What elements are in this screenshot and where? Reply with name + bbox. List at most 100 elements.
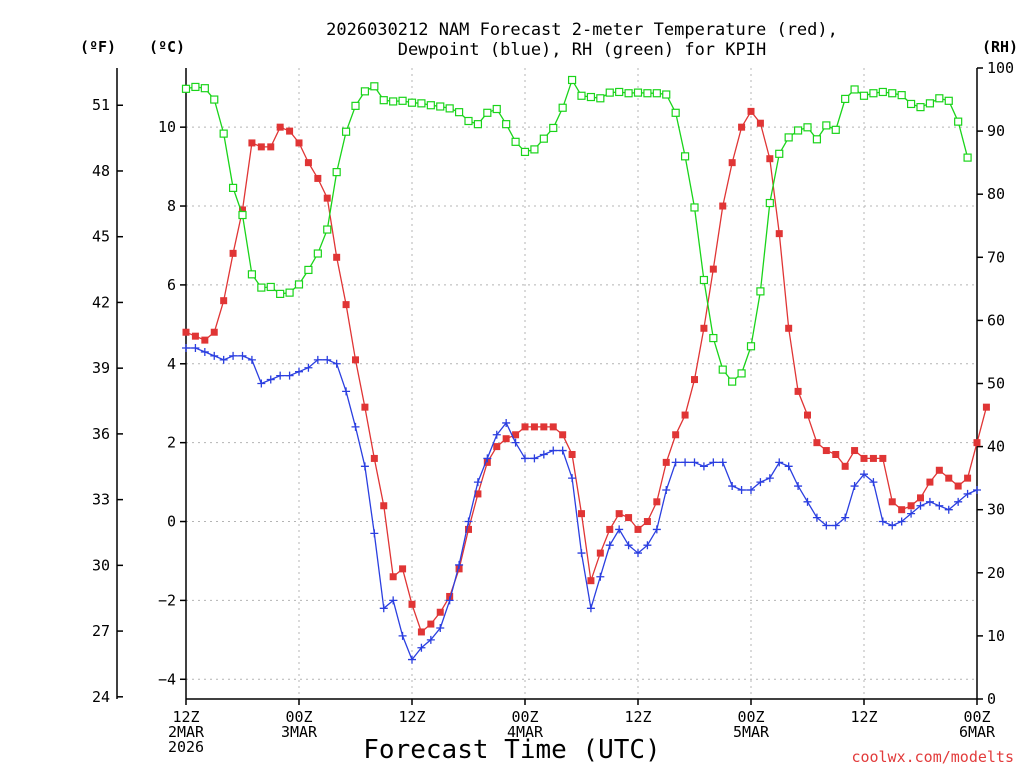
x-tick-label: 00Z [511,708,538,726]
rh-point [633,88,643,97]
temperature-point [191,332,199,340]
celsius-axis-unit: (ºC) [149,38,185,56]
rh-point [709,333,718,343]
rh-point [200,84,209,93]
dewpoint-point [521,454,529,463]
rh-point [210,95,219,104]
dewpoint-point [841,513,850,522]
temperature-point [785,324,793,332]
temperature-point [370,454,378,462]
temperature-point [559,431,567,439]
dewpoint-point [803,497,812,506]
temperature-point [982,403,990,411]
temperature-point [907,502,915,510]
rh-point [615,87,624,97]
rh-point [530,145,539,154]
rh-point [718,365,727,374]
dewpoint-point [445,596,454,605]
rh-point [407,98,417,107]
rh-point [878,87,887,97]
temperature-point [860,454,868,462]
temperature-point [747,107,755,115]
celsius-tick-label: −2 [158,591,176,609]
credit-text: coolwx.com/modelts [851,748,1014,766]
dewpoint-point [285,371,294,380]
dewpoint-point [888,521,897,530]
rh-point [294,280,304,289]
rh-point [680,152,690,161]
rh-point [831,125,840,134]
dewpoint-point [586,604,595,613]
dewpoint-point [671,458,680,467]
fahrenheit-tick-label: 48 [92,162,110,180]
temperature-point [691,376,698,384]
dewpoint-point [860,470,868,479]
rh-point [841,94,850,104]
fahrenheit-tick-label: 24 [92,688,110,706]
dewpoint-point [492,430,501,439]
celsius-tick-label: 10 [158,118,176,136]
x-tick-label: 2026 [168,738,204,756]
temperature-point [719,202,727,210]
temperature-point [182,328,190,336]
x-tick-label: 12Z [624,708,651,726]
temperature-point [257,143,265,151]
temperature-point [653,498,661,506]
rh-tick-label: 80 [987,185,1005,203]
rh-point [473,120,483,129]
temperature-point [417,628,425,636]
rh-point [643,89,652,98]
dewpoint-point [342,387,351,396]
rh-point [652,89,661,98]
dewpoint-point [973,485,981,494]
rh-point [935,94,944,103]
temperature-point [945,474,953,482]
dewpoint-point [605,541,614,550]
rh-point [775,149,784,158]
fahrenheit-tick-label: 51 [92,96,110,114]
temperature-point [399,565,407,573]
rh-point [699,275,709,285]
temperature-point [474,490,482,498]
dewpoint-point [718,458,727,467]
rh-point [963,153,972,162]
temperature-point [493,443,501,451]
rh-point [492,104,501,114]
x-tick-label: 5MAR [733,723,770,741]
temperature-point [804,411,811,419]
rh-point [577,91,586,100]
dewpoint-point [850,482,859,491]
rh-point [624,89,633,98]
dewpoint-point [295,367,303,376]
fahrenheit-tick-label: 30 [92,556,110,574]
rh-point [379,96,388,105]
dewpoint-point [530,454,539,463]
temperature-point [879,454,887,462]
dewpoint-point [737,485,746,494]
temperature-point [709,265,717,273]
rh-point [539,134,548,143]
fahrenheit-tick-label: 33 [92,491,110,509]
dewpoint-point [822,521,831,530]
temperature-point [323,194,331,202]
rh-series [181,75,972,386]
rh-point [784,133,793,142]
rh-point [219,129,228,138]
temperature-point [427,620,435,628]
rh-point [191,82,200,92]
temperature-point [568,450,576,458]
dewpoint-point [925,497,934,506]
x-tick-label: 00Z [737,708,764,726]
dewpoint-point [568,474,577,483]
celsius-tick-label: 6 [167,276,176,294]
rh-point [304,265,313,275]
temperature-point [973,439,981,447]
temperature-point [662,458,670,466]
temperature-point [643,518,651,526]
dewpoint-point [794,482,803,491]
dewpoint-point [831,521,840,530]
temperature-point [229,249,237,257]
rh-point [464,116,473,126]
dewpoint-point [935,501,944,510]
rh-point [483,108,492,117]
